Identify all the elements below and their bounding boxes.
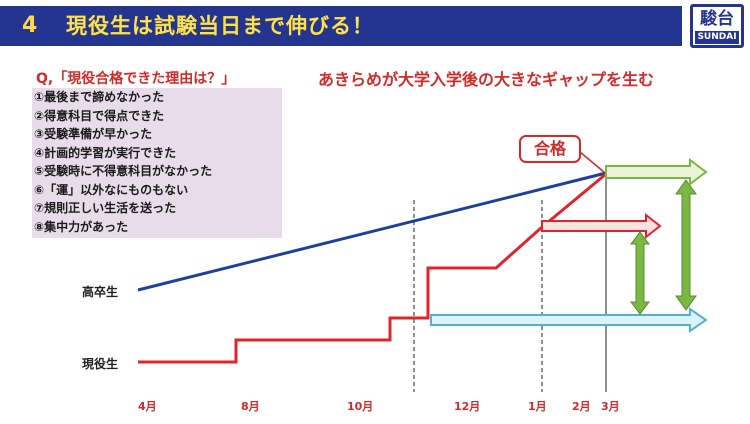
pass-pointer (579, 151, 605, 173)
month-label: 1月 (528, 400, 547, 413)
logo-kanji: 駿台 (700, 9, 734, 29)
page-title: 現役生は試験当日まで伸びる！ (66, 14, 374, 38)
reason-item: ⑧集中力があった (34, 219, 129, 234)
gap-arrow-small (630, 231, 650, 315)
month-label: 8月 (241, 400, 260, 413)
month-label: 12月 (454, 400, 481, 413)
header-bar: 4 現役生は試験当日まで伸びる！ (0, 6, 682, 46)
reason-item: ⑤受験時に不得意科目がなかった (34, 164, 213, 178)
reason-item: ②得意科目で得点できた (34, 108, 165, 123)
reason-item: ⑥「運」以外なにものもない (34, 182, 189, 197)
green-arrow (605, 158, 708, 186)
red-arrow (541, 212, 662, 240)
pass-badge: 合格 (519, 135, 581, 163)
graduate-line (137, 171, 607, 292)
month-label: 3月 (601, 400, 620, 413)
question-title: Q,「現役合格できた理由は？」 (36, 71, 236, 87)
reason-item: ⑦規則正しい生活を送った (34, 201, 177, 215)
gap-arrow-large (675, 179, 697, 311)
sundai-logo: 駿台 SUNDAI (690, 4, 744, 48)
reasons-list: ①最後まで諦めなかった ②得意科目で得点できた ③受験準備が早かった ④計画的学… (32, 88, 282, 238)
current-student-line (138, 172, 607, 364)
cyan-arrow (430, 307, 708, 333)
logo-text: SUNDAI (695, 31, 739, 44)
graduate-label: 高卒生 (82, 285, 119, 299)
reason-item: ④計画的学習が実行できた (34, 145, 177, 160)
month-label: 10月 (347, 400, 374, 413)
reason-item: ③受験準備が早かった (34, 127, 153, 141)
current-student-label: 現役生 (82, 357, 119, 371)
month-label: 4月 (138, 400, 157, 413)
reason-item: ①最後まで諦めなかった (34, 90, 165, 104)
chart-subtitle: あきらめが大学入学後の大きなギャップを生む (318, 70, 655, 89)
month-label: 2月 (572, 400, 591, 413)
section-number: 4 (22, 13, 38, 38)
